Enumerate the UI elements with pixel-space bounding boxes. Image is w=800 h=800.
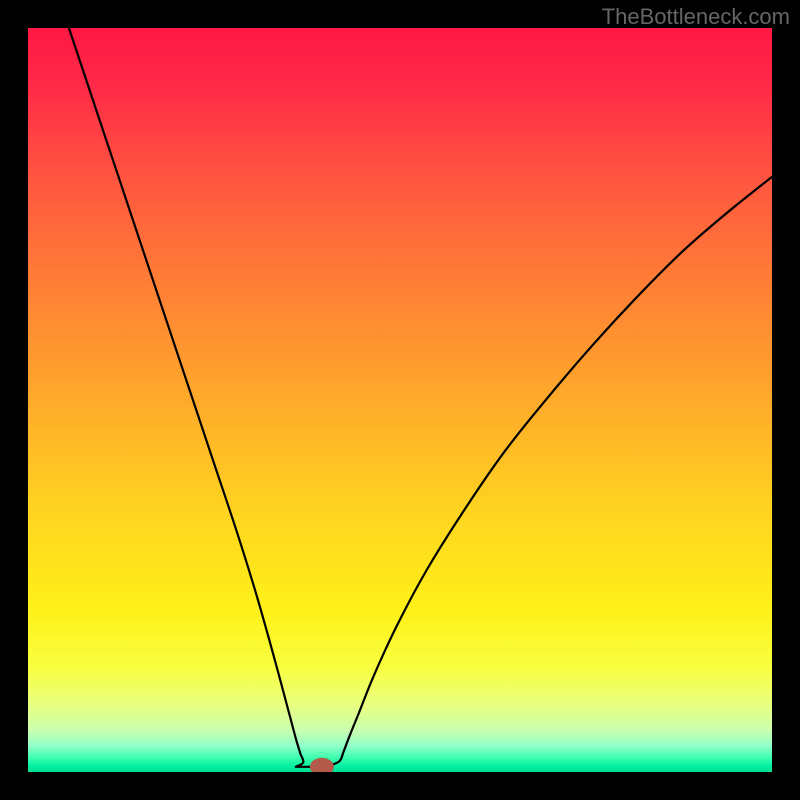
bottleneck-chart (0, 0, 800, 800)
watermark-text: TheBottleneck.com (602, 4, 790, 30)
plot-background (28, 28, 772, 772)
chart-container: TheBottleneck.com (0, 0, 800, 800)
